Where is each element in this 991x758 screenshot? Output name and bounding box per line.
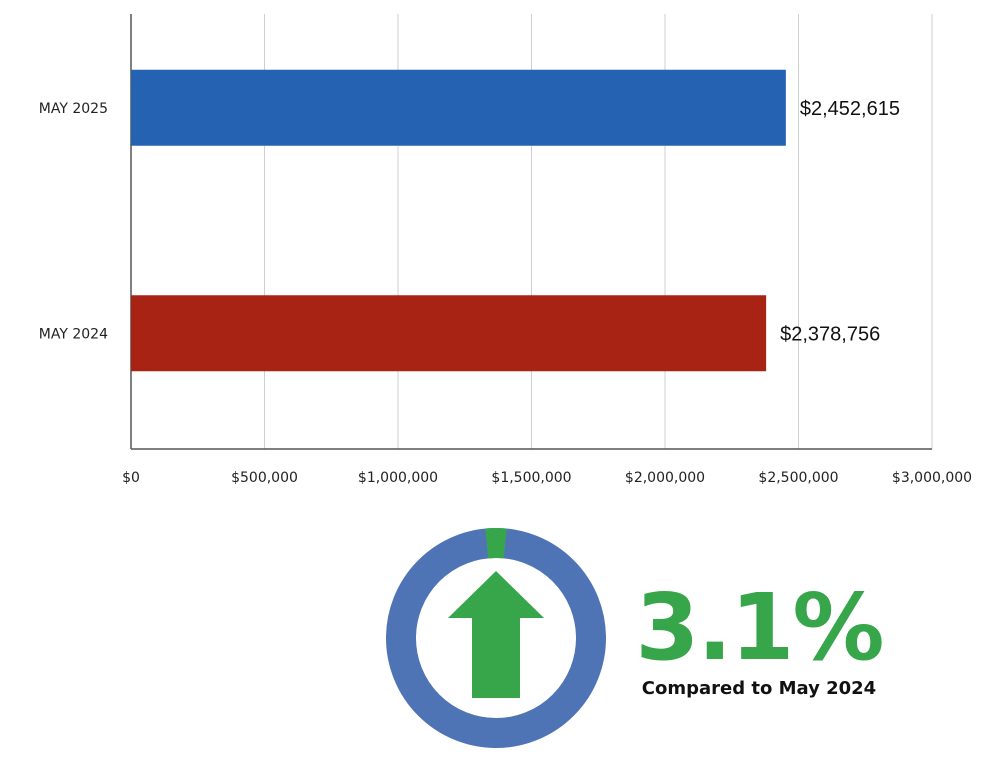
x-tick-label: $1,000,000	[358, 470, 438, 486]
bar	[131, 69, 786, 146]
data-label: $2,378,756	[780, 323, 880, 345]
x-tick-label: $3,000,000	[892, 470, 972, 486]
x-tick-label: $500,000	[231, 470, 298, 486]
arrow-up-icon	[448, 571, 544, 698]
donut-ring	[386, 528, 606, 748]
x-tick-label: $0	[122, 470, 140, 486]
bar-chart: $0 $500,000 $1,000,000 $1,500,000 $2,000,000…	[39, 14, 972, 486]
category-label: MAY 2025	[39, 101, 108, 117]
x-tick-label: $2,500,000	[758, 470, 838, 486]
comparison-caption: Compared to May 2024	[641, 678, 877, 699]
change-donut	[386, 528, 606, 748]
category-label: MAY 2024	[39, 326, 108, 342]
percent-change: 3.1%	[635, 574, 884, 681]
bar	[131, 295, 767, 372]
x-tick-label: $1,500,000	[491, 470, 571, 486]
data-label: $2,452,615	[800, 98, 900, 120]
x-tick-label: $2,000,000	[625, 470, 705, 486]
